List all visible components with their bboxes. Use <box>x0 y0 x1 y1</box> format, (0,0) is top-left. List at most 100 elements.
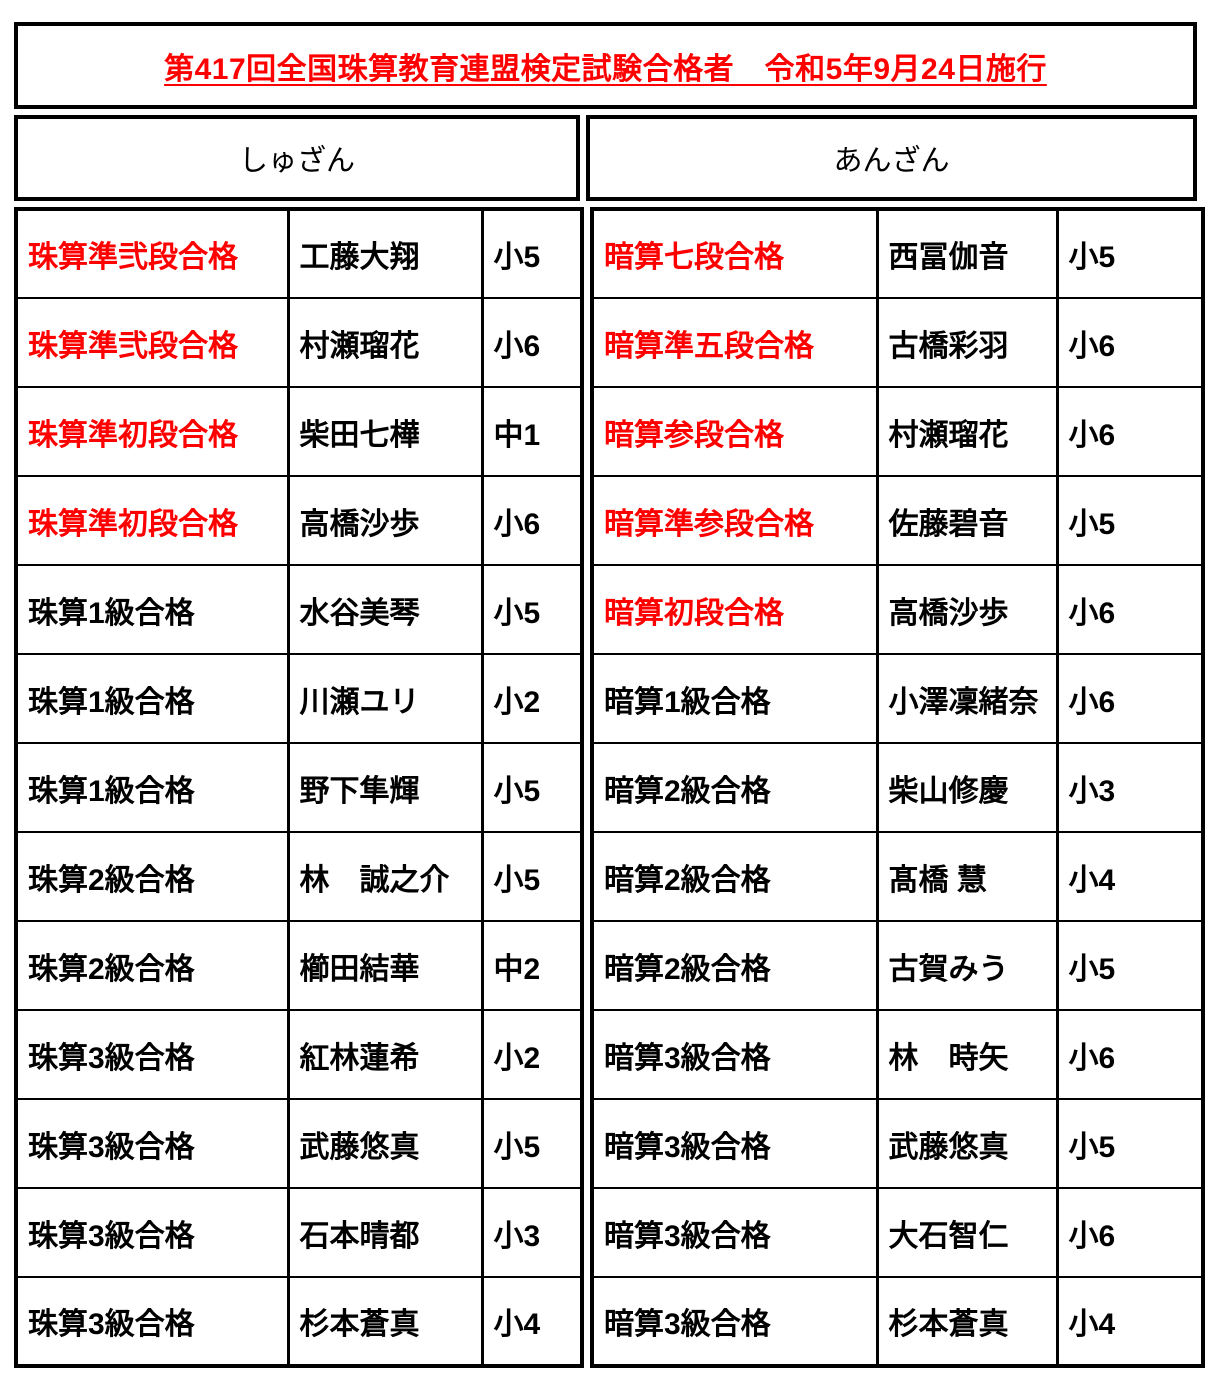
grade-cell: 小5 <box>1055 920 1205 1011</box>
table-row: 暗算3級合格林 時矢 小6 <box>590 1009 1205 1100</box>
name-cell: 林 誠之介 <box>286 831 484 922</box>
table-row: 暗算3級合格 杉本蒼真 小4 <box>590 1276 1205 1367</box>
name-cell: 水谷美琴 <box>286 564 484 655</box>
rank-cell: 珠算2級合格 <box>14 920 290 1011</box>
grade-cell: 小4 <box>1055 831 1205 922</box>
name-cell: 杉本蒼真 <box>875 1276 1059 1367</box>
name-cell: 杉本蒼真 <box>286 1276 484 1367</box>
table-row: 珠算1級合格 野下隼輝 小5 <box>14 742 584 833</box>
name-cell: 柴田七樺 <box>286 386 484 477</box>
table-row: 珠算準初段合格 柴田七樺 中1 <box>14 386 584 477</box>
table-row: 珠算準弐段合格 村瀬瑠花 小6 <box>14 297 584 388</box>
grade-cell: 小5 <box>480 1098 584 1189</box>
rank-cell: 暗算1級合格 <box>590 653 879 744</box>
name-cell: 佐藤碧音 <box>875 475 1059 566</box>
grade-cell: 小3 <box>1055 742 1205 833</box>
rank-cell: 珠算準初段合格 <box>14 475 290 566</box>
name-cell: 林 時矢 <box>875 1009 1059 1100</box>
rank-cell: 珠算2級合格 <box>14 831 290 922</box>
table-row: 珠算2級合格 櫛田結華 中2 <box>14 920 584 1011</box>
section-header-row: しゅざん あんざん <box>14 115 1197 201</box>
name-cell: 柴山修慶 <box>875 742 1059 833</box>
name-cell: 大石智仁 <box>875 1187 1059 1278</box>
name-cell: 小澤凜緒奈 <box>875 653 1059 744</box>
results-tables-row: 珠算準弐段合格 工藤大翔 小5 珠算準弐段合格 村瀬瑠花 小6 珠算準初段合格 柴田七樺 中1 珠… <box>14 207 1205 1368</box>
page-title: 第417回全国珠算教育連盟検定試験合格者 令和5年9月24日施行 <box>164 52 1047 86</box>
table-row: 暗算2級合格 古賀みう 小5 <box>590 920 1205 1011</box>
table-row: 暗算準参段合格 佐藤碧音 小5 <box>590 475 1205 566</box>
name-cell: 武藤悠真 <box>286 1098 484 1189</box>
name-cell: 櫛田結華 <box>286 920 484 1011</box>
grade-cell: 小5 <box>480 831 584 922</box>
grade-cell: 小6 <box>480 297 584 388</box>
title-box: 第417回全国珠算教育連盟検定試験合格者 令和5年9月24日施行 <box>14 22 1197 109</box>
table-row: 暗算初段合格 高橋沙歩 小6 <box>590 564 1205 655</box>
name-cell: 古橋彩羽 <box>875 297 1059 388</box>
table-row: 珠算準弐段合格 工藤大翔 小5 <box>14 208 584 299</box>
rank-cell: 暗算初段合格 <box>590 564 879 655</box>
section-header-anzan: あんざん <box>586 115 1197 201</box>
grade-cell: 中2 <box>480 920 584 1011</box>
grade-cell: 中1 <box>480 386 584 477</box>
grade-cell: 小6 <box>1055 297 1205 388</box>
table-row: 暗算参段合格 村瀬瑠花 小6 <box>590 386 1205 477</box>
grade-cell: 小5 <box>1055 1098 1205 1189</box>
name-cell: 村瀬瑠花 <box>286 297 484 388</box>
shuzan-results-table: 珠算準弐段合格 工藤大翔 小5 珠算準弐段合格 村瀬瑠花 小6 珠算準初段合格 柴田七樺 中1 珠… <box>14 207 584 1368</box>
name-cell: 工藤大翔 <box>286 208 484 299</box>
grade-cell: 小5 <box>480 208 584 299</box>
grade-cell: 小5 <box>480 564 584 655</box>
rank-cell: 暗算準五段合格 <box>590 297 879 388</box>
rank-cell: 珠算1級合格 <box>14 742 290 833</box>
table-row: 暗算準五段合格 古橋彩羽 小6 <box>590 297 1205 388</box>
table-row: 珠算1級合格 川瀬ユリ 小2 <box>14 653 584 744</box>
rank-cell: 珠算準初段合格 <box>14 386 290 477</box>
grade-cell: 小4 <box>1055 1276 1205 1367</box>
table-row: 暗算1級合格 小澤凜緒奈 小6 <box>590 653 1205 744</box>
table-row: 珠算準初段合格 高橋沙歩 小6 <box>14 475 584 566</box>
grade-cell: 小3 <box>480 1187 584 1278</box>
rank-cell: 珠算準弐段合格 <box>14 297 290 388</box>
table-row: 暗算3級合格 大石智仁 小6 <box>590 1187 1205 1278</box>
grade-cell: 小5 <box>1055 475 1205 566</box>
rank-cell: 珠算1級合格 <box>14 653 290 744</box>
table-row: 暗算2級合格 柴山修慶 小3 <box>590 742 1205 833</box>
table-row: 珠算2級合格林 誠之介 小5 <box>14 831 584 922</box>
name-cell: 野下隼輝 <box>286 742 484 833</box>
grade-cell: 小6 <box>1055 386 1205 477</box>
rank-cell: 暗算3級合格 <box>590 1276 879 1367</box>
section-header-shuzan: しゅざん <box>14 115 580 201</box>
table-row: 珠算3級合格 武藤悠真 小5 <box>14 1098 584 1189</box>
name-cell: 髙橋 慧 <box>875 831 1059 922</box>
name-cell: 武藤悠真 <box>875 1098 1059 1189</box>
name-cell: 村瀬瑠花 <box>875 386 1059 477</box>
rank-cell: 珠算3級合格 <box>14 1187 290 1278</box>
rank-cell: 暗算2級合格 <box>590 920 879 1011</box>
name-cell: 古賀みう <box>875 920 1059 1011</box>
name-cell: 高橋沙歩 <box>286 475 484 566</box>
rank-cell: 暗算3級合格 <box>590 1187 879 1278</box>
rank-cell: 暗算参段合格 <box>590 386 879 477</box>
rank-cell: 珠算準弐段合格 <box>14 208 290 299</box>
rank-cell: 珠算3級合格 <box>14 1276 290 1367</box>
name-cell: 川瀬ユリ <box>286 653 484 744</box>
rank-cell: 暗算3級合格 <box>590 1098 879 1189</box>
grade-cell: 小2 <box>480 653 584 744</box>
name-cell: 石本晴都 <box>286 1187 484 1278</box>
grade-cell: 小6 <box>1055 1009 1205 1100</box>
rank-cell: 暗算2級合格 <box>590 742 879 833</box>
rank-cell: 珠算3級合格 <box>14 1009 290 1100</box>
rank-cell: 暗算七段合格 <box>590 208 879 299</box>
grade-cell: 小6 <box>1055 1187 1205 1278</box>
anzan-results-table: 暗算七段合格 西冨伽音 小5 暗算準五段合格 古橋彩羽 小6 暗算参段合格 村瀬瑠花 小6 暗算準… <box>590 207 1205 1368</box>
table-row: 珠算3級合格 石本晴都 小3 <box>14 1187 584 1278</box>
grade-cell: 小2 <box>480 1009 584 1100</box>
grade-cell: 小5 <box>1055 208 1205 299</box>
grade-cell: 小4 <box>480 1276 584 1367</box>
table-row: 暗算2級合格 髙橋 慧小4 <box>590 831 1205 922</box>
grade-cell: 小6 <box>480 475 584 566</box>
rank-cell: 暗算準参段合格 <box>590 475 879 566</box>
name-cell: 高橋沙歩 <box>875 564 1059 655</box>
table-row: 暗算3級合格 武藤悠真 小5 <box>590 1098 1205 1189</box>
